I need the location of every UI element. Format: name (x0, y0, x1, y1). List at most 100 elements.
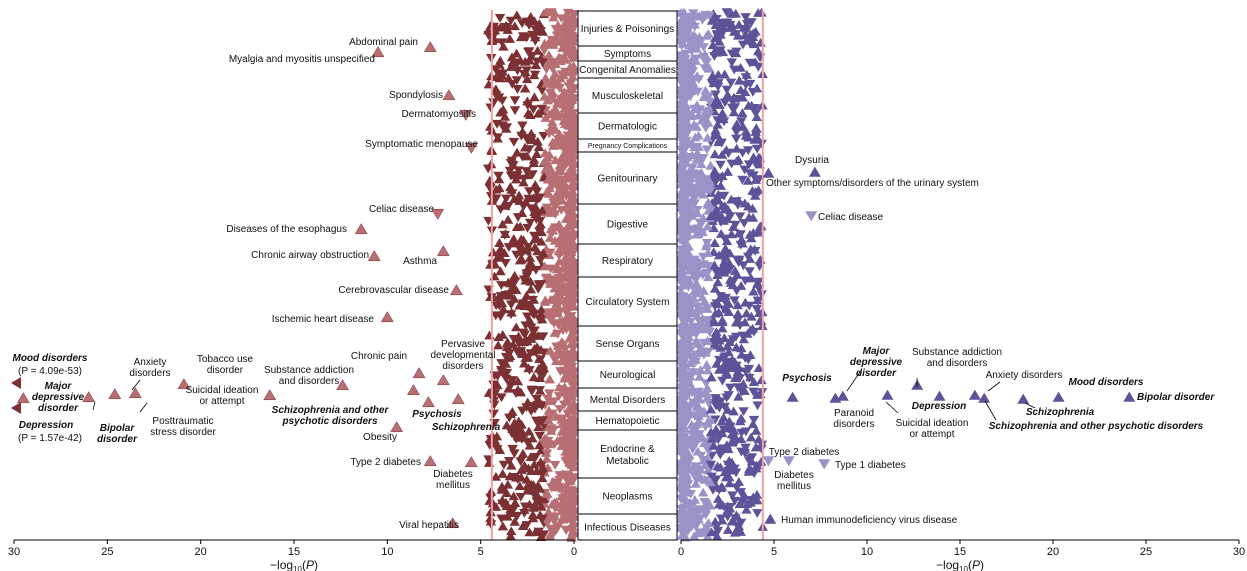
left-cloud-point (551, 98, 562, 108)
left-cloud-point (565, 209, 576, 218)
right-cloud-point (676, 426, 687, 436)
right-cloud-point (678, 134, 689, 144)
right-point-depression (933, 390, 946, 401)
left-cloud-point (568, 257, 580, 267)
mood-p-value: (P = 4.09e-53) (18, 366, 82, 377)
right-cloud-point (717, 315, 728, 325)
right-cloud-point (690, 522, 702, 532)
right-cloud-point (677, 157, 688, 167)
right-cloud-point (721, 85, 733, 95)
left-cloud-point (532, 136, 543, 146)
left-cloud-point (530, 179, 541, 189)
annotation-label: Paranoid disorders (833, 408, 874, 430)
right-cloud-point (730, 468, 742, 478)
right-cloud-point (748, 28, 759, 38)
right-cloud-point (681, 185, 693, 195)
right-cloud-point (689, 472, 701, 482)
right-cloud-point (722, 267, 733, 277)
left-cloud-point (529, 70, 541, 80)
left-point-obesity (390, 421, 404, 433)
right-cloud-point (677, 397, 689, 407)
left-cloud-point (504, 34, 516, 43)
left-cloud-point (530, 32, 541, 42)
right-cloud-point (704, 176, 715, 186)
left-cloud-point (482, 164, 494, 174)
left-cloud-point (515, 32, 527, 42)
right-cloud-point (702, 261, 714, 271)
right-cloud-point (714, 292, 726, 302)
right-cloud-point (678, 440, 690, 450)
left-cloud-point (509, 498, 521, 508)
right-cloud-point (679, 410, 690, 420)
right-cloud-point (710, 207, 722, 216)
left-cloud-point (553, 219, 565, 229)
left-cloud-point (508, 137, 520, 147)
left-cloud-point (505, 300, 517, 310)
right-cloud-point (741, 504, 752, 514)
right-cloud-point (753, 296, 764, 306)
left-cloud-point (493, 171, 504, 181)
right-cloud-point (676, 34, 688, 44)
left-cloud-point (568, 154, 580, 164)
annotation-label: Suicidal ideation or attempt (896, 418, 969, 440)
right-cloud-point (700, 510, 712, 520)
left-cloud-point (524, 16, 535, 26)
right-cloud-point (676, 504, 687, 514)
right-cloud-point (707, 71, 718, 80)
left-cloud-point (568, 194, 580, 204)
right-cloud-point (713, 494, 724, 503)
right-cloud-point (701, 388, 713, 398)
right-cloud-point (678, 126, 689, 136)
right-cloud-point (750, 175, 762, 184)
left-cloud-point (513, 331, 524, 341)
left-cloud-point (500, 358, 512, 368)
left-cloud-point (560, 456, 571, 466)
left-cloud-point (508, 283, 519, 292)
left-cloud-point (524, 55, 535, 64)
annotation-label: Cerebrovascular disease (338, 285, 449, 296)
left-cloud-point (509, 21, 521, 31)
left-cloud-point (540, 297, 551, 306)
annotation-label: Other symptoms/disorders of the urinary … (766, 178, 979, 189)
left-cloud-point (521, 33, 532, 43)
annotation-label: Type 1 diabetes (835, 460, 906, 471)
right-cloud-point (709, 15, 720, 25)
right-cloud-point (704, 63, 715, 73)
left-cloud-point (560, 46, 571, 56)
left-cloud-point (530, 209, 541, 219)
left-cloud-point (523, 363, 534, 373)
right-cloud-point (698, 455, 709, 465)
left-cloud-point (553, 274, 565, 284)
right-cloud-point (684, 296, 695, 306)
right-cloud-point (740, 367, 752, 377)
right-cloud-point (676, 41, 687, 50)
right-point-type-2-diabetes (782, 456, 795, 467)
right-cloud-point (712, 270, 723, 279)
left-cloud-point (535, 457, 546, 467)
right-cloud-point (675, 349, 687, 359)
left-cloud-point (568, 351, 580, 361)
left-cloud-point (540, 7, 552, 17)
right-cloud-point (685, 86, 697, 96)
left-cloud-point (553, 166, 564, 176)
left-cloud-point (508, 505, 519, 515)
right-cloud-point (711, 358, 722, 368)
right-cloud-point (678, 181, 690, 191)
right-cloud-point (744, 169, 756, 179)
annotation-label: Schizophrenia and other psychotic disord… (989, 421, 1204, 432)
left-cloud-point (558, 469, 569, 479)
right-cloud-point (730, 48, 742, 58)
left-cloud-point (543, 50, 555, 60)
left-cloud-point (499, 248, 510, 258)
left-cloud-point (519, 505, 530, 514)
left-cloud-point (560, 365, 571, 375)
right-cloud-point (699, 438, 710, 448)
left-cloud-point (542, 174, 554, 184)
right-cloud-point (703, 272, 714, 282)
left-cloud-point (526, 133, 537, 143)
right-cloud-point (689, 531, 700, 541)
category-box-circulatory-system (577, 276, 678, 327)
left-cloud-point (559, 443, 570, 453)
annotation-label: Obesity (363, 432, 397, 443)
right-cloud-point (693, 316, 705, 326)
